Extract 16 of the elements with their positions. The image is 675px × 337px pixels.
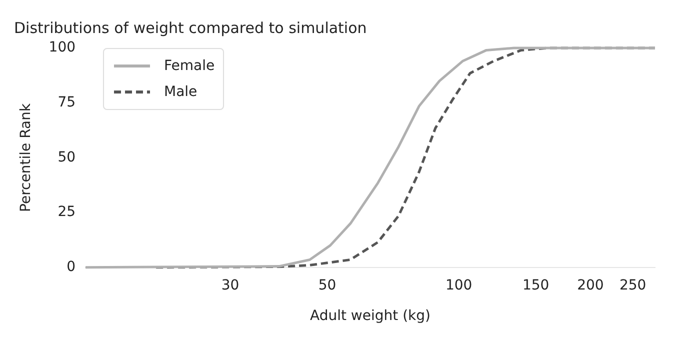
x-tick-label: 100 <box>445 277 472 294</box>
x-tick-label: 30 <box>221 277 240 294</box>
y-tick-label: 50 <box>58 149 76 166</box>
x-tick-label: 200 <box>577 277 604 294</box>
legend-label: Male <box>164 84 198 100</box>
chart-title: Distributions of weight compared to simulation <box>14 18 367 37</box>
x-axis-title: Adult weight (kg) <box>310 308 431 324</box>
y-tick-label: 75 <box>58 94 76 110</box>
x-tick-label: 250 <box>619 277 646 294</box>
y-tick-label: 25 <box>58 204 76 220</box>
y-tick-label: 0 <box>66 259 76 276</box>
x-tick-label: 50 <box>318 277 336 294</box>
y-tick-label: 100 <box>48 40 76 56</box>
legend-label: Female <box>164 58 215 74</box>
y-axis-title: Percentile Rank <box>18 102 34 212</box>
x-tick-label: 150 <box>522 277 550 294</box>
